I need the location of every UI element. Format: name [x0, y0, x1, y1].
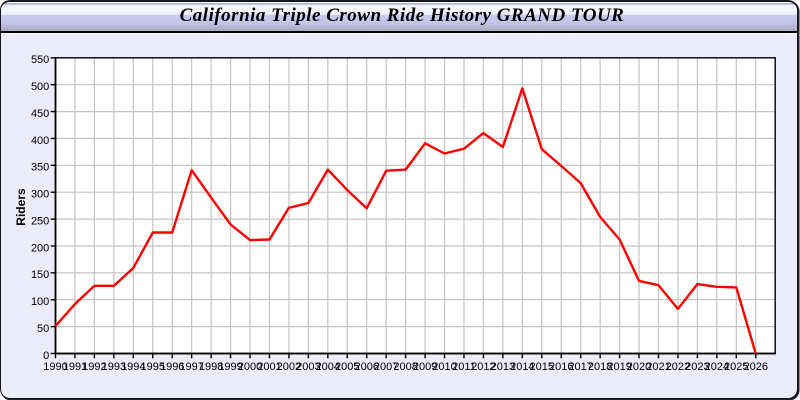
svg-text:2014: 2014 [510, 361, 534, 373]
svg-text:1991: 1991 [63, 361, 87, 373]
svg-text:1996: 1996 [160, 361, 184, 373]
svg-text:200: 200 [31, 242, 49, 254]
svg-text:2025: 2025 [724, 361, 748, 373]
svg-text:1998: 1998 [199, 361, 223, 373]
svg-text:400: 400 [31, 135, 49, 147]
svg-text:2011: 2011 [452, 361, 476, 373]
svg-text:500: 500 [31, 81, 49, 93]
svg-text:2015: 2015 [530, 361, 554, 373]
svg-text:2023: 2023 [685, 361, 709, 373]
svg-text:2010: 2010 [432, 361, 456, 373]
svg-text:2012: 2012 [471, 361, 495, 373]
svg-text:Riders: Riders [14, 188, 28, 226]
svg-text:2009: 2009 [413, 361, 437, 373]
svg-text:1995: 1995 [141, 361, 165, 373]
svg-text:2016: 2016 [549, 361, 573, 373]
svg-text:2013: 2013 [491, 361, 515, 373]
svg-text:2018: 2018 [588, 361, 612, 373]
svg-text:2019: 2019 [607, 361, 631, 373]
svg-text:350: 350 [31, 162, 49, 174]
svg-text:2021: 2021 [646, 361, 670, 373]
svg-text:2026: 2026 [744, 361, 768, 373]
svg-text:1992: 1992 [82, 361, 106, 373]
svg-text:2002: 2002 [277, 361, 301, 373]
svg-text:2024: 2024 [705, 361, 729, 373]
svg-text:550: 550 [31, 54, 49, 66]
svg-text:1994: 1994 [121, 361, 145, 373]
svg-text:2007: 2007 [374, 361, 398, 373]
svg-text:2017: 2017 [568, 361, 592, 373]
svg-text:2003: 2003 [296, 361, 320, 373]
svg-text:1997: 1997 [179, 361, 203, 373]
svg-text:250: 250 [31, 215, 49, 227]
svg-text:2000: 2000 [238, 361, 262, 373]
svg-text:1993: 1993 [102, 361, 126, 373]
svg-text:1990: 1990 [43, 361, 67, 373]
svg-text:0: 0 [43, 350, 49, 362]
svg-text:450: 450 [31, 108, 49, 120]
svg-text:2004: 2004 [316, 361, 340, 373]
svg-text:2008: 2008 [393, 361, 417, 373]
svg-text:2005: 2005 [335, 361, 359, 373]
svg-text:150: 150 [31, 269, 49, 281]
svg-text:2006: 2006 [354, 361, 378, 373]
svg-text:1999: 1999 [218, 361, 242, 373]
svg-text:2020: 2020 [627, 361, 651, 373]
svg-text:2001: 2001 [257, 361, 281, 373]
svg-text:300: 300 [31, 189, 49, 201]
svg-text:100: 100 [31, 296, 49, 308]
svg-text:2022: 2022 [666, 361, 690, 373]
svg-text:50: 50 [37, 323, 49, 335]
